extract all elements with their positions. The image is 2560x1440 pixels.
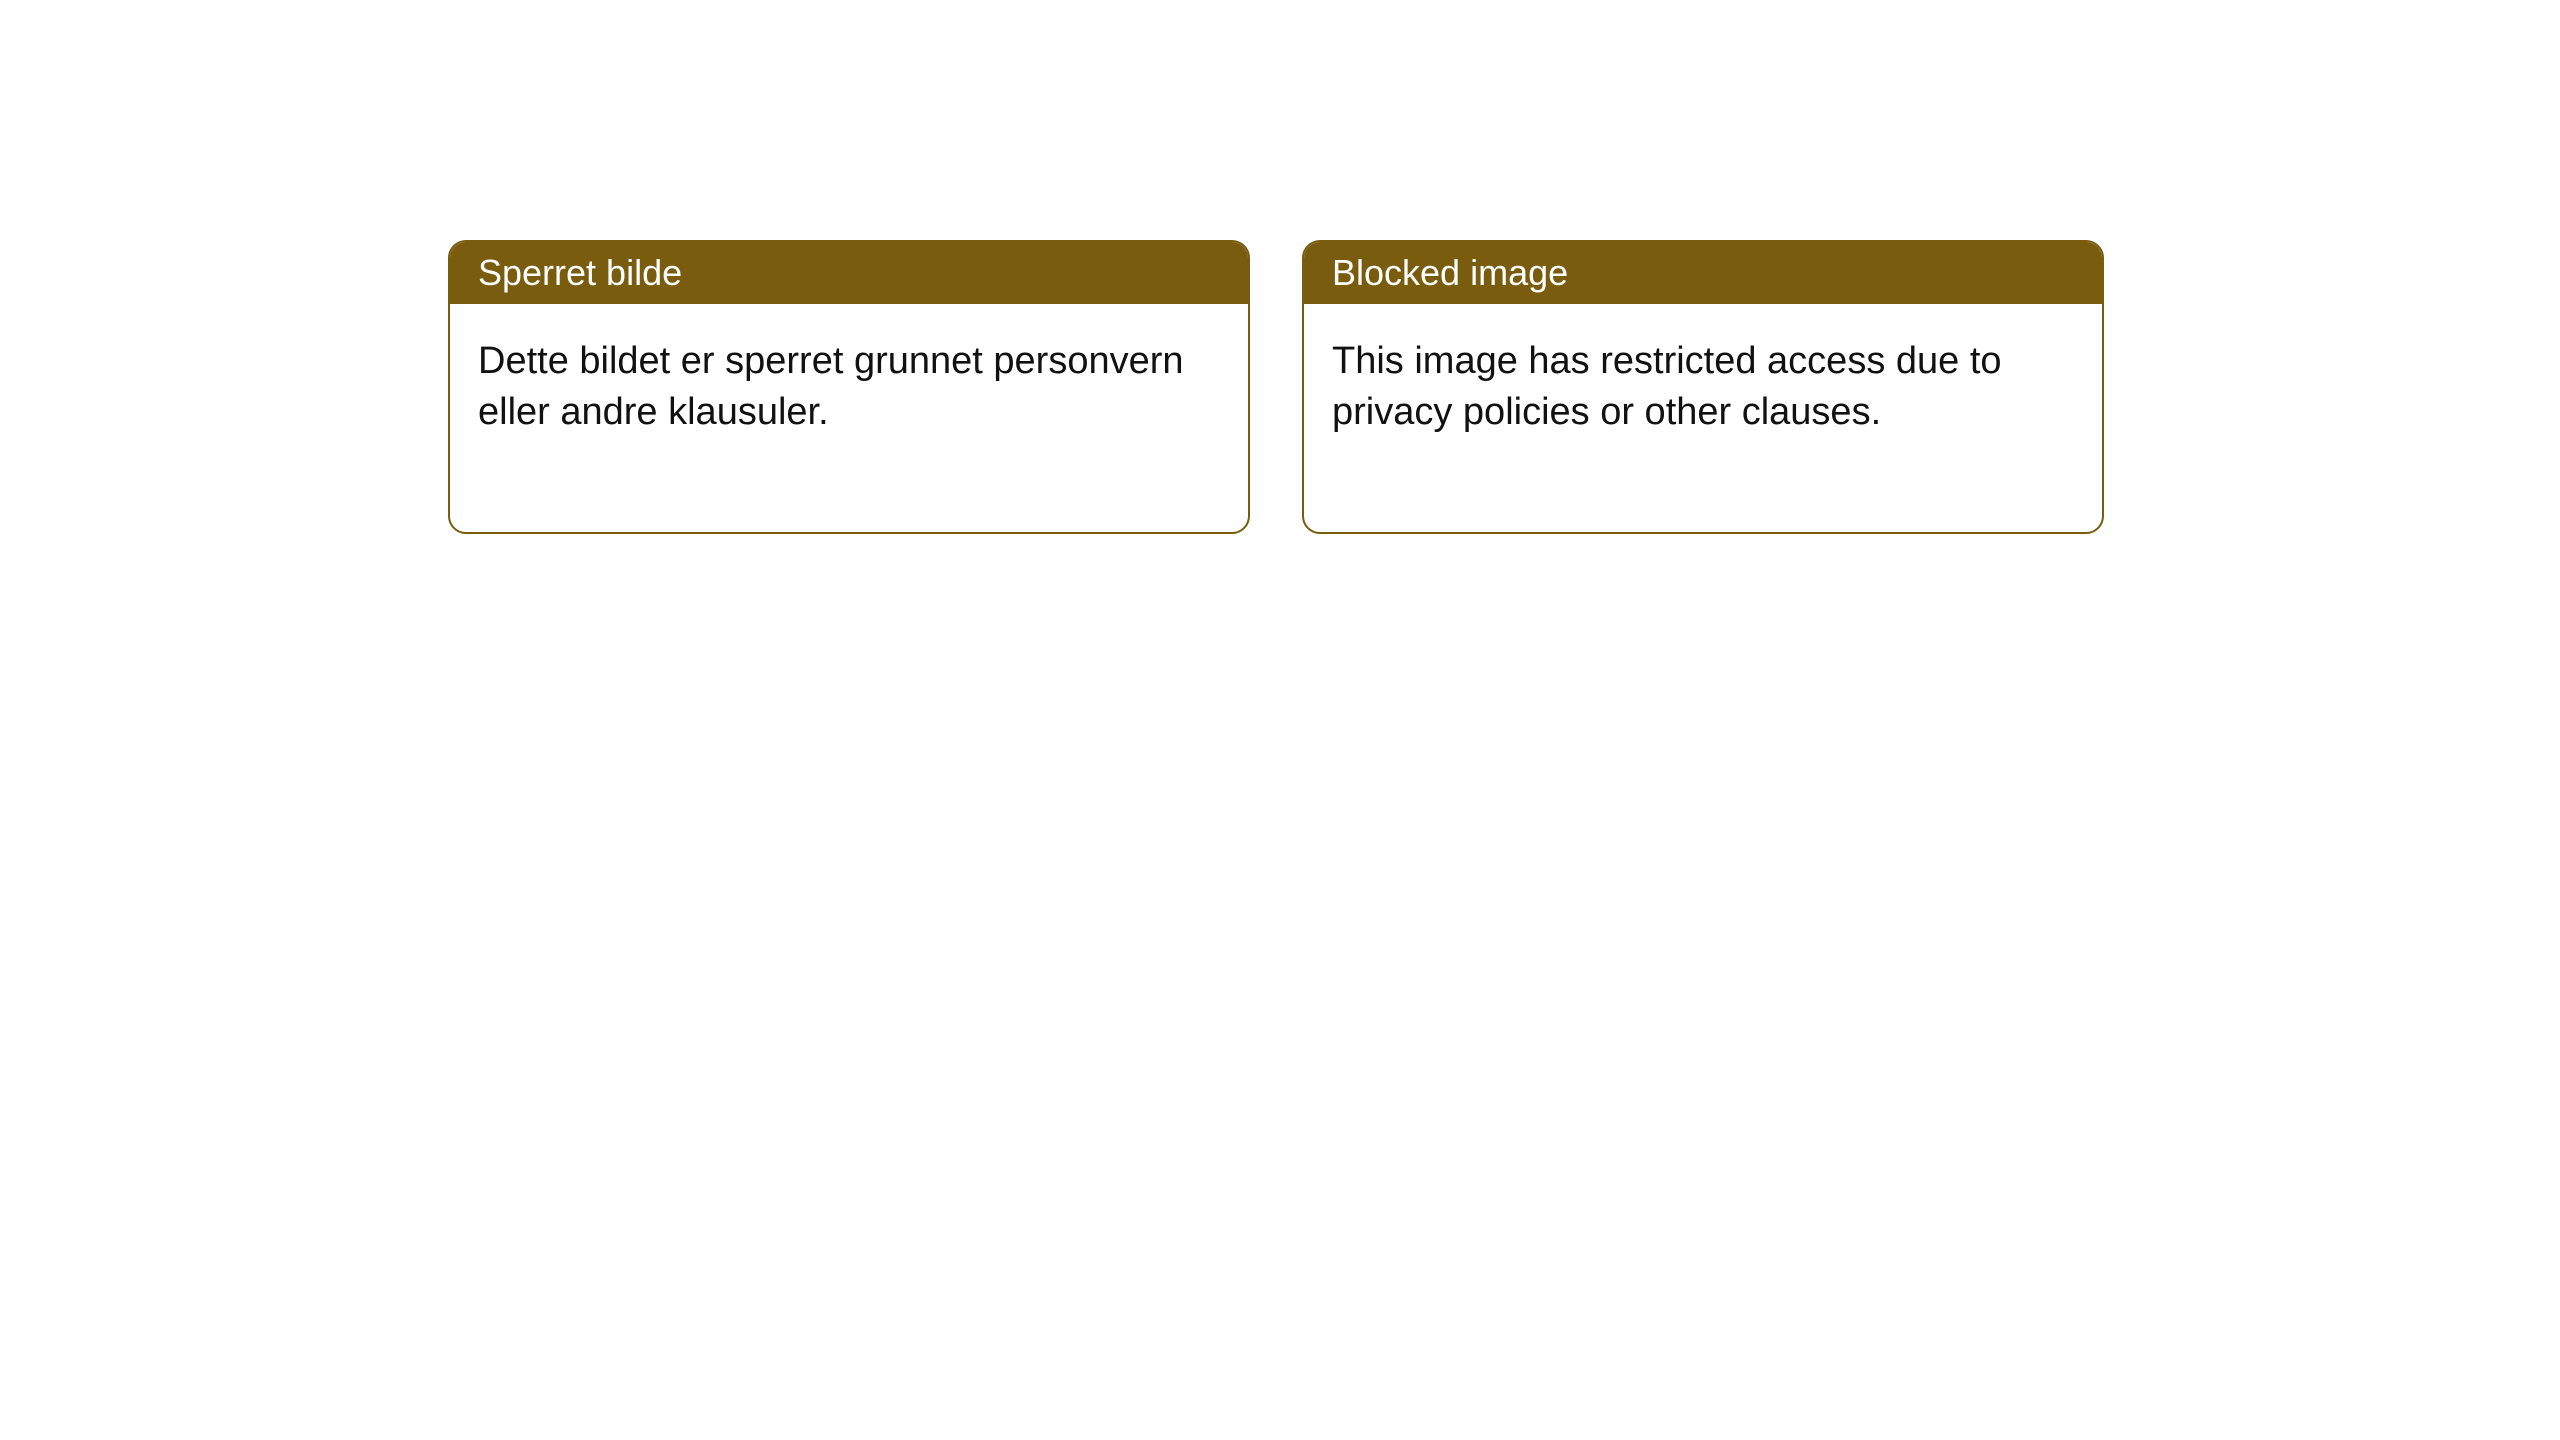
notice-body-text: This image has restricted access due to … <box>1332 340 2002 433</box>
notice-card-norwegian: Sperret bilde Dette bildet er sperret gr… <box>448 240 1250 534</box>
notice-body-text: Dette bildet er sperret grunnet personve… <box>478 340 1184 433</box>
notice-body: Dette bildet er sperret grunnet personve… <box>450 304 1248 532</box>
notice-title: Sperret bilde <box>478 252 682 293</box>
notice-header: Sperret bilde <box>450 242 1248 304</box>
notice-title: Blocked image <box>1332 252 1568 293</box>
notice-header: Blocked image <box>1304 242 2102 304</box>
notice-container: Sperret bilde Dette bildet er sperret gr… <box>0 0 2560 534</box>
notice-card-english: Blocked image This image has restricted … <box>1302 240 2104 534</box>
notice-body: This image has restricted access due to … <box>1304 304 2102 532</box>
